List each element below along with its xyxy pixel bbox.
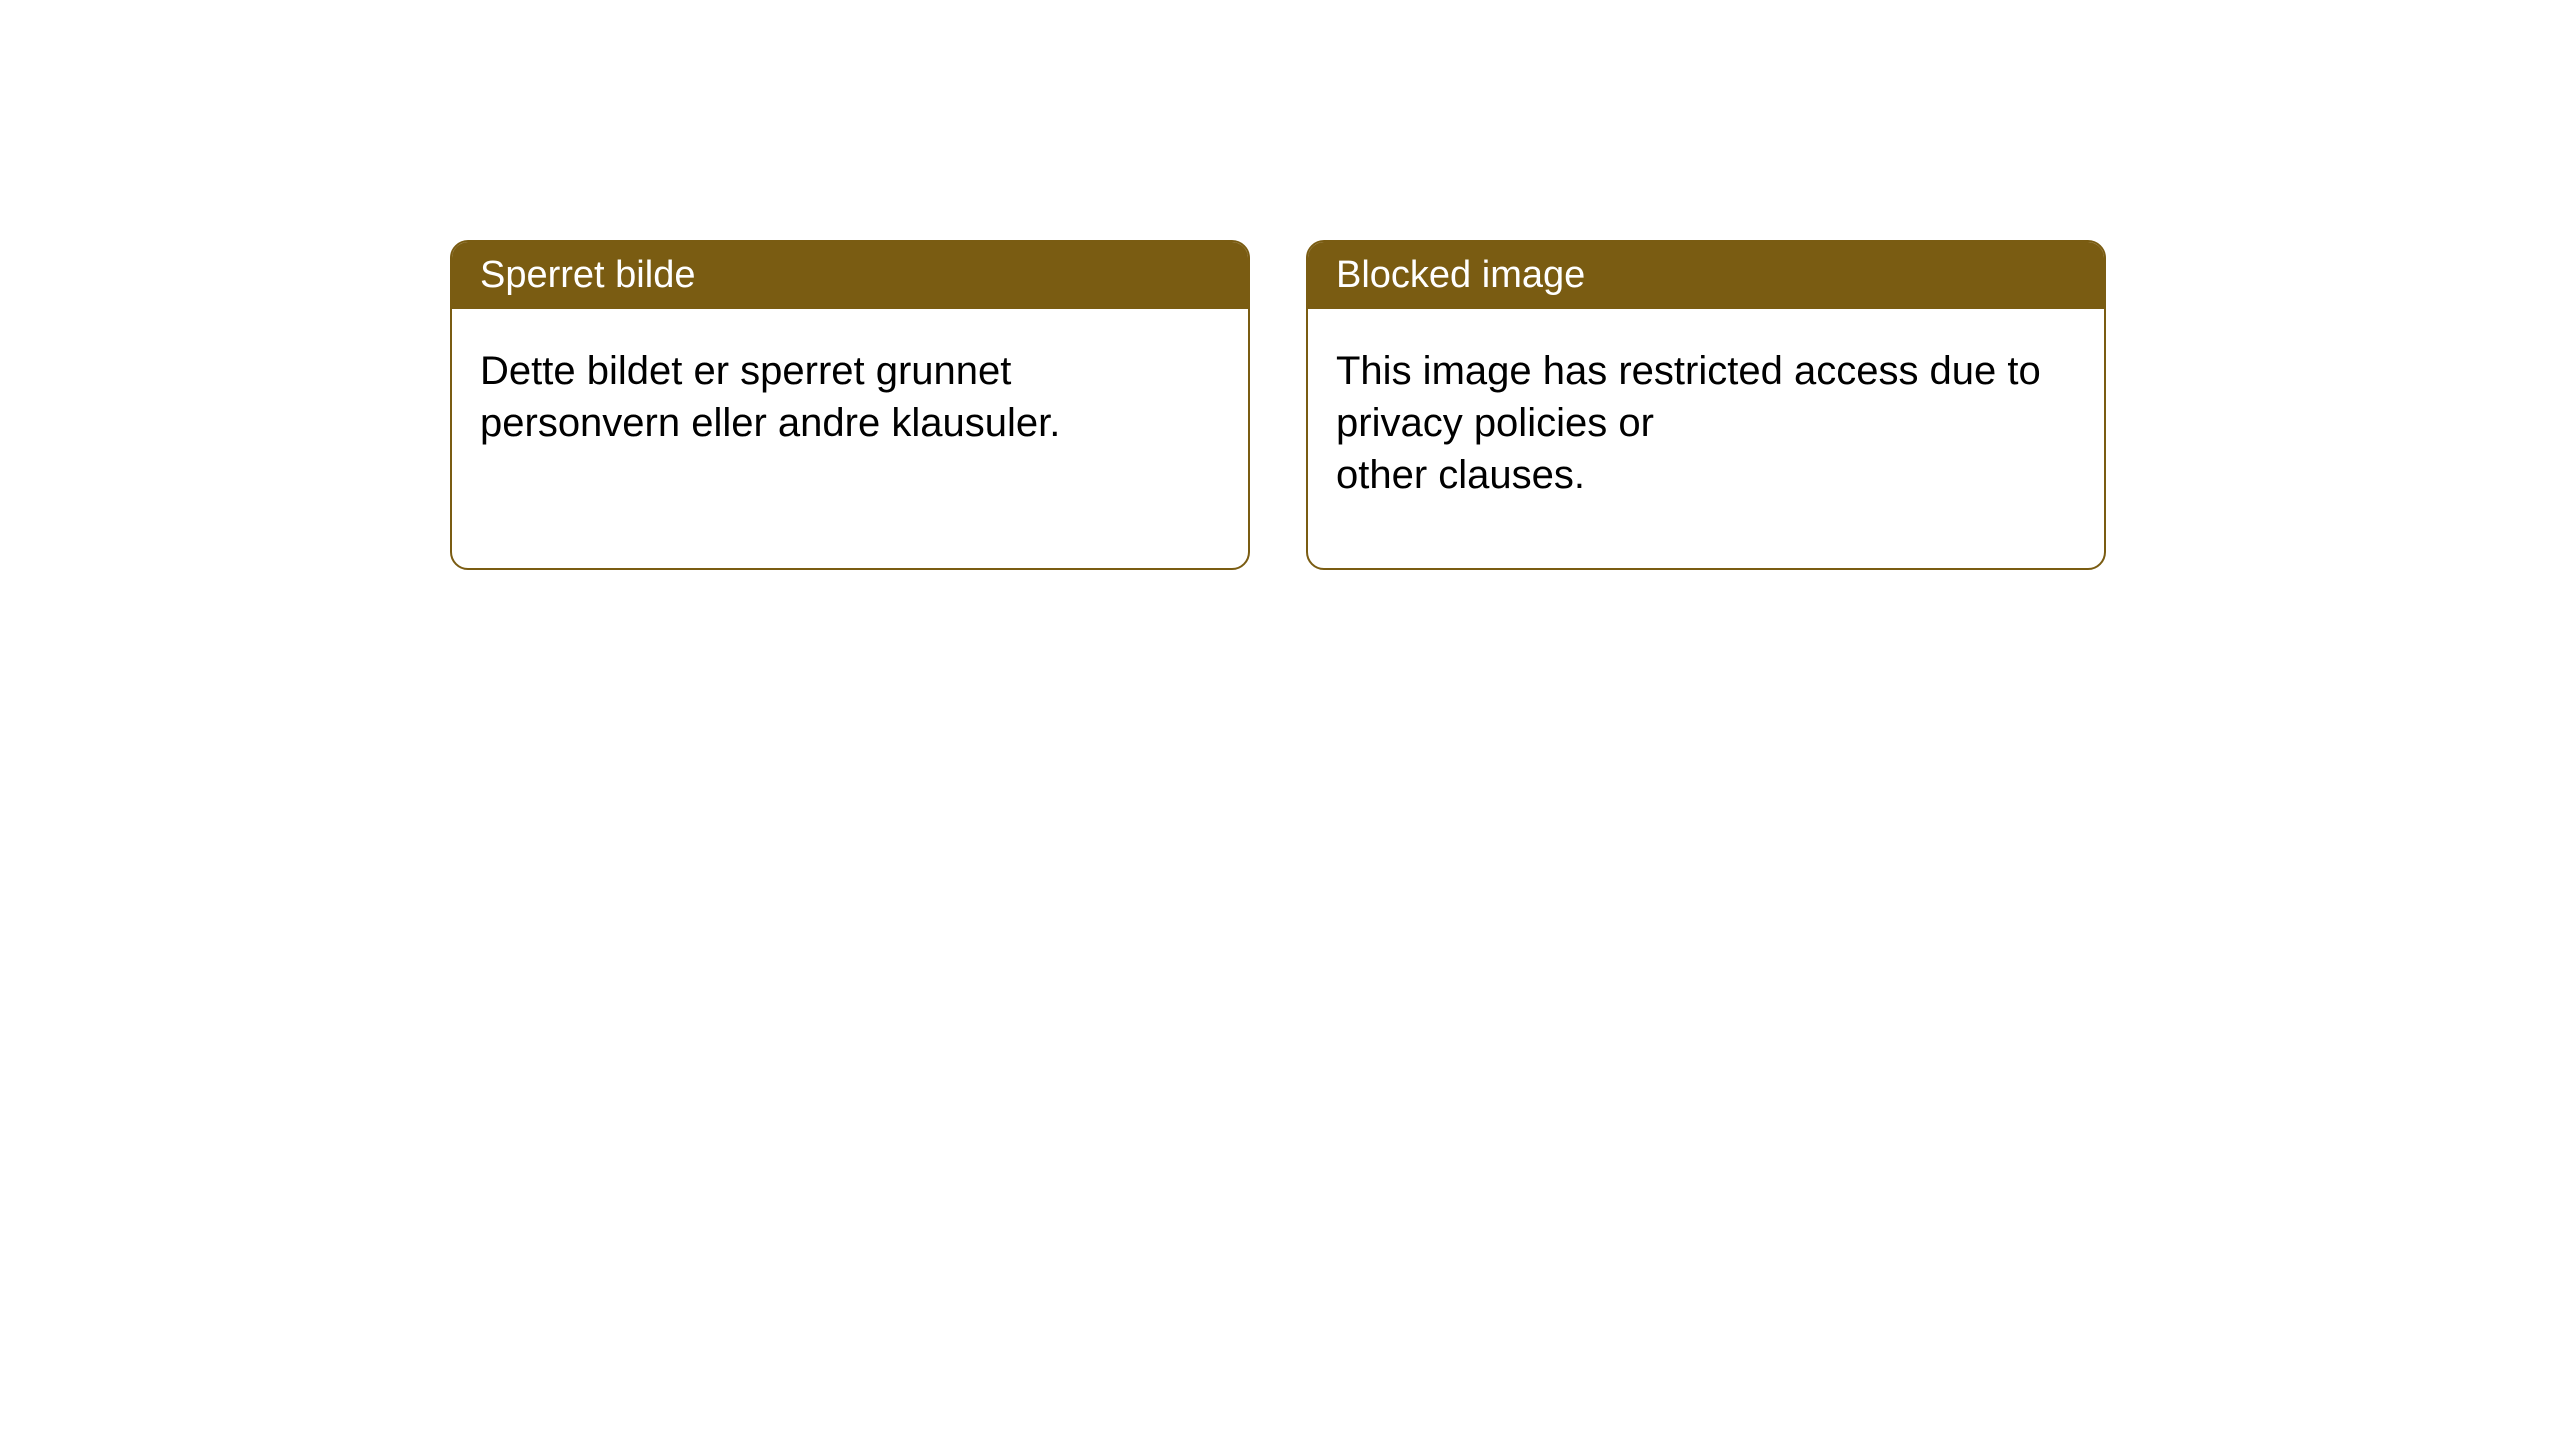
notice-cards-container: Sperret bilde Dette bildet er sperret gr…	[450, 240, 2106, 570]
notice-body: This image has restricted access due to …	[1308, 309, 2104, 537]
notice-header: Sperret bilde	[452, 242, 1248, 309]
notice-header: Blocked image	[1308, 242, 2104, 309]
notice-card-norwegian: Sperret bilde Dette bildet er sperret gr…	[450, 240, 1250, 570]
notice-body: Dette bildet er sperret grunnet personve…	[452, 309, 1248, 485]
notice-card-english: Blocked image This image has restricted …	[1306, 240, 2106, 570]
